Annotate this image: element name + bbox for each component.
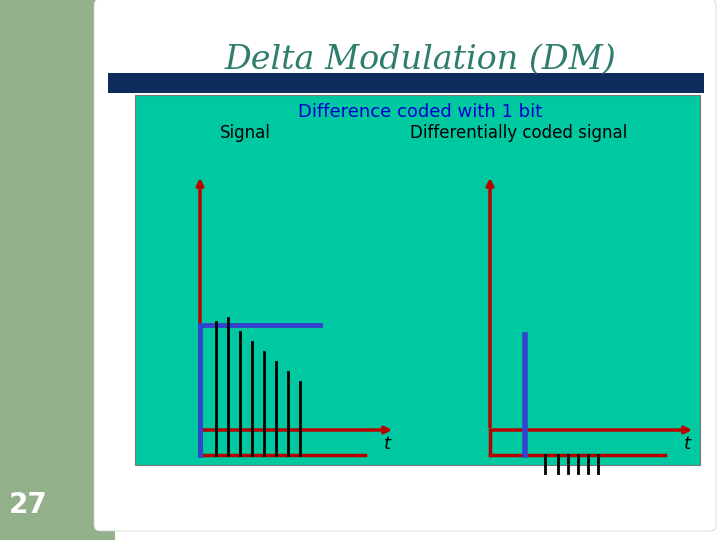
Text: t: t [384,435,390,453]
Text: Signal: Signal [220,124,271,142]
Text: Delta Modulation (DM): Delta Modulation (DM) [224,44,616,76]
FancyBboxPatch shape [94,0,716,531]
Text: Difference coded with 1 bit: Difference coded with 1 bit [298,103,542,121]
Text: t: t [683,435,690,453]
Text: 27: 27 [9,491,48,519]
Bar [135,95,700,465]
Bar [108,73,704,93]
Bar [0,0,115,540]
Text: Differentially coded signal: Differentially coded signal [410,124,627,142]
